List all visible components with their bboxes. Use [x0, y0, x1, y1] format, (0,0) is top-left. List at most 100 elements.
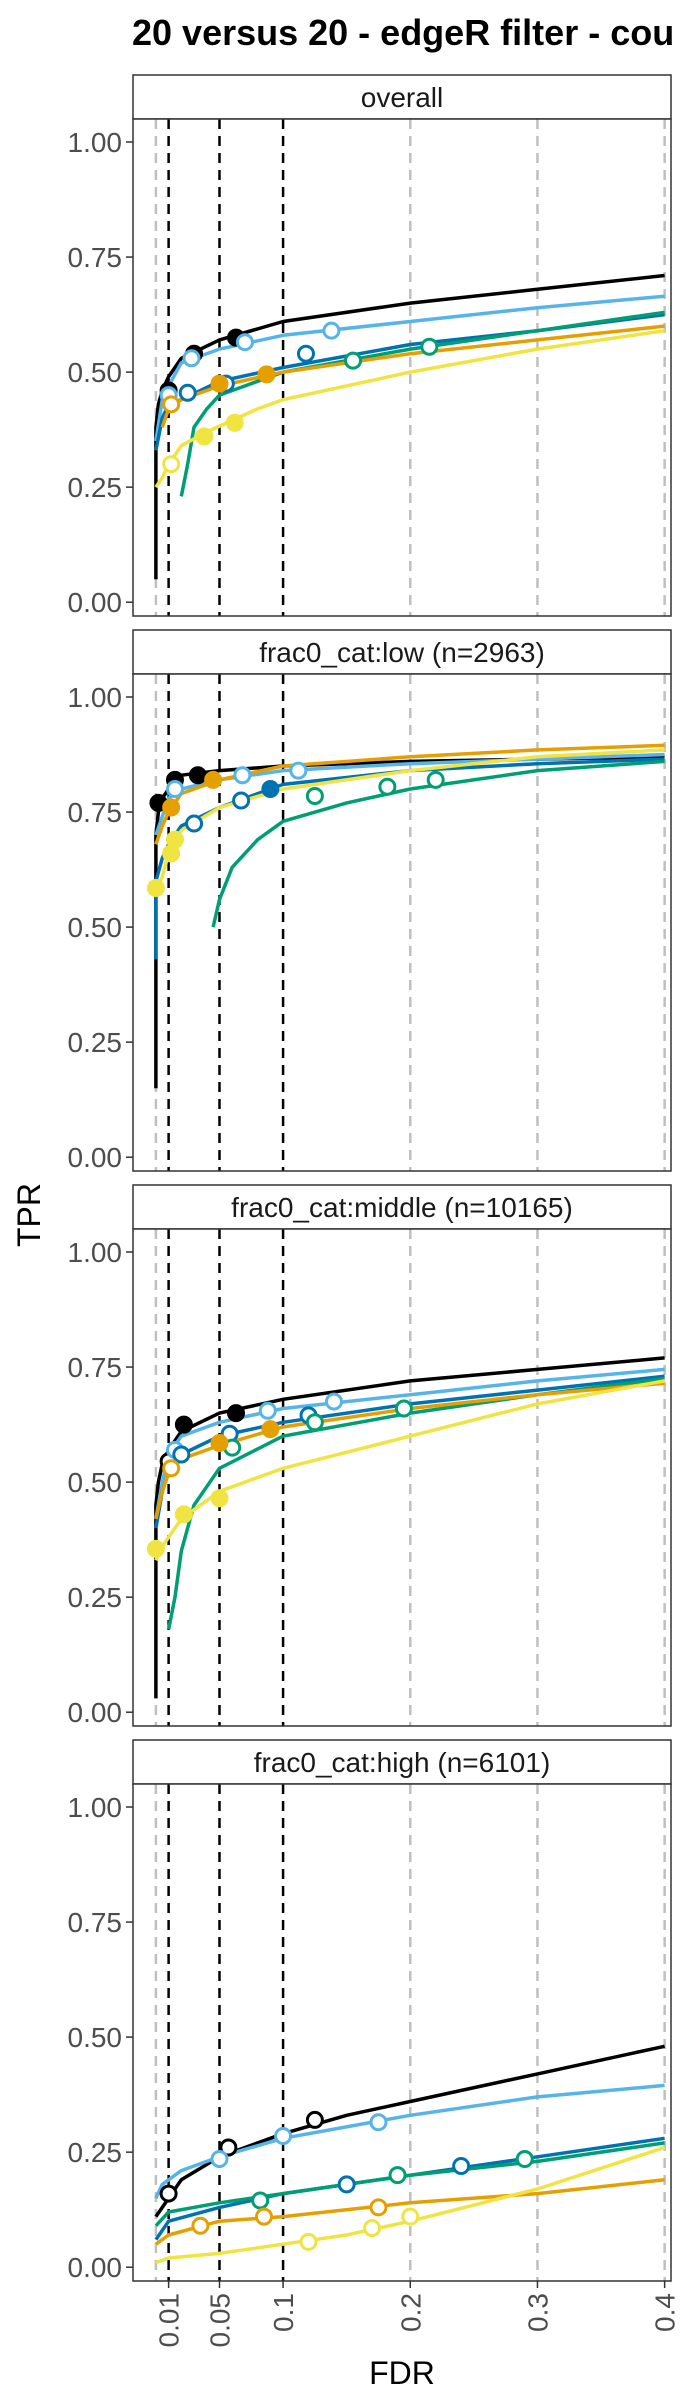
plot-area — [154, 1784, 666, 2281]
panel: frac0_cat:high (n=6101) 0.00 0.25 0.50 0.75 1… — [68, 1739, 672, 2283]
threshold-point — [178, 383, 197, 402]
threshold-point — [146, 878, 165, 897]
x-tick-label: 0.1 — [268, 2293, 299, 2332]
threshold-point — [146, 1539, 165, 1558]
x-axis-label: FDR — [369, 2355, 435, 2391]
threshold-point — [225, 413, 244, 432]
strip-background — [132, 1739, 672, 1785]
y-tick-label: 0.50 — [68, 1467, 123, 1498]
y-tick-label: 0.25 — [68, 1582, 123, 1613]
threshold-point — [210, 374, 229, 393]
strip-label: frac0_cat:middle (n=10165) — [231, 1192, 573, 1223]
y-tick-label: 0.50 — [68, 912, 123, 943]
threshold-point — [162, 395, 181, 414]
threshold-point — [394, 1399, 413, 1418]
series-line — [179, 310, 665, 497]
y-tick-label: 0.75 — [68, 242, 123, 273]
threshold-point — [255, 2207, 274, 2226]
threshold-point — [261, 780, 280, 799]
threshold-point — [452, 2156, 471, 2175]
panel-border — [132, 673, 672, 1172]
threshold-point — [251, 2191, 270, 2210]
y-tick-label: 0.00 — [68, 1142, 123, 1173]
panel: overall 0.00 0.25 0.50 0.75 1.00 — [68, 74, 672, 618]
threshold-point — [337, 2175, 356, 2194]
y-tick-label: 1.00 — [68, 1792, 123, 1823]
y-tick-label: 0.75 — [68, 1907, 123, 1938]
threshold-point — [378, 777, 397, 796]
y-tick-label: 1.00 — [68, 682, 123, 713]
y-tick-label: 0.75 — [68, 797, 123, 828]
threshold-point — [232, 791, 251, 810]
series-line — [154, 748, 665, 892]
threshold-point — [188, 766, 207, 785]
series-line — [211, 759, 665, 928]
threshold-point — [227, 1404, 246, 1423]
threshold-point — [165, 830, 184, 849]
panel-border — [132, 1783, 672, 2282]
chart-title: 20 versus 20 - edgeR filter - cou — [132, 12, 674, 53]
strip-label: overall — [361, 82, 443, 113]
threshold-point — [195, 427, 214, 446]
threshold-point — [174, 1505, 193, 1524]
threshold-point — [515, 2150, 534, 2169]
threshold-point — [233, 766, 252, 785]
threshold-point — [219, 2138, 238, 2157]
threshold-point — [324, 1392, 343, 1411]
strip-label: frac0_cat:high (n=6101) — [254, 1747, 551, 1778]
x-tick-label: 0.3 — [522, 2293, 553, 2332]
strip-background — [132, 74, 672, 120]
threshold-point — [261, 1420, 280, 1439]
series-line — [154, 2044, 665, 2218]
y-tick-label: 0.00 — [68, 587, 123, 618]
threshold-point — [191, 2216, 210, 2235]
x-tick-label: 0.4 — [650, 2293, 681, 2332]
panel-border — [132, 1228, 672, 1727]
threshold-point — [299, 2232, 318, 2251]
series-line — [154, 273, 665, 580]
threshold-point — [322, 321, 341, 340]
threshold-point — [185, 814, 204, 833]
y-tick-label: 0.50 — [68, 357, 123, 388]
x-tick-label: 0.2 — [395, 2293, 426, 2332]
y-tick-label: 0.25 — [68, 1027, 123, 1058]
threshold-point — [210, 2150, 229, 2169]
strip-label: frac0_cat:low (n=2963) — [259, 637, 545, 668]
threshold-point — [388, 2166, 407, 2185]
threshold-point — [210, 1489, 229, 1508]
threshold-point — [210, 1433, 229, 1452]
threshold-point — [159, 2184, 178, 2203]
threshold-point — [369, 2113, 388, 2132]
plot-background — [133, 119, 671, 616]
threshold-point — [235, 333, 254, 352]
x-tick-label: 0.01 — [154, 2293, 185, 2348]
threshold-point — [174, 1415, 193, 1434]
y-tick-label: 0.25 — [68, 2137, 123, 2168]
threshold-point — [204, 770, 223, 789]
threshold-point — [162, 798, 181, 817]
plot-background — [133, 1229, 671, 1726]
y-axis-label: TPR — [11, 1183, 47, 1247]
threshold-point — [289, 761, 308, 780]
plot-area — [154, 119, 666, 616]
threshold-point — [363, 2219, 382, 2238]
x-axis: 0.01 0.05 0.1 0.2 0.3 0.4 — [154, 2281, 681, 2348]
threshold-point — [401, 2207, 420, 2226]
y-tick-label: 1.00 — [68, 1237, 123, 1268]
y-tick-label: 0.75 — [68, 1352, 123, 1383]
panel: frac0_cat:middle (n=10165) 0.00 0.25 0.50 0.… — [68, 1184, 672, 1728]
series-line — [154, 757, 665, 960]
strip-background — [132, 629, 672, 675]
plot-background — [133, 1784, 671, 2281]
threshold-point — [274, 2127, 293, 2146]
panel: frac0_cat:low (n=2963) 0.00 0.25 0.50 0.75 1.… — [68, 629, 672, 1173]
series-line — [154, 2178, 665, 2246]
y-tick-label: 0.50 — [68, 2022, 123, 2053]
threshold-point — [172, 1445, 191, 1464]
y-tick-label: 1.00 — [68, 127, 123, 158]
series-line — [154, 2141, 665, 2227]
strip-background — [132, 1184, 672, 1230]
y-tick-label: 0.25 — [68, 472, 123, 503]
threshold-point — [344, 351, 363, 370]
threshold-point — [296, 344, 315, 363]
